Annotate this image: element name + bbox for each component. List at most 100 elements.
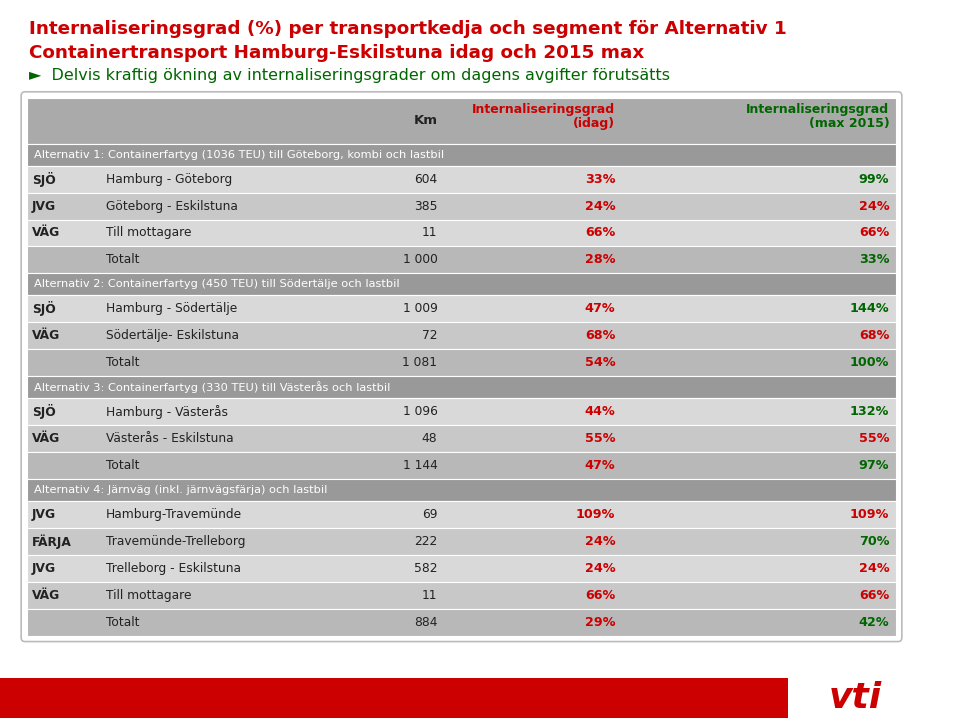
- Text: 44%: 44%: [585, 405, 615, 418]
- Text: 24%: 24%: [585, 535, 615, 548]
- Text: Södertälje- Eskilstuna: Södertälje- Eskilstuna: [106, 329, 239, 342]
- Text: 69: 69: [422, 508, 438, 521]
- Text: Hamburg-Travemünde: Hamburg-Travemünde: [106, 508, 242, 521]
- Bar: [27, 479, 896, 501]
- Bar: [27, 452, 896, 479]
- Text: Hamburg - Västerås: Hamburg - Västerås: [106, 405, 228, 418]
- Text: 1 009: 1 009: [402, 302, 438, 315]
- Bar: [27, 608, 896, 636]
- Text: 1 096: 1 096: [402, 405, 438, 418]
- Text: 55%: 55%: [585, 432, 615, 445]
- Text: JVG: JVG: [32, 508, 56, 521]
- Bar: [27, 425, 896, 452]
- Bar: [27, 376, 896, 398]
- Bar: [27, 398, 896, 425]
- Bar: [27, 166, 896, 192]
- Bar: [27, 246, 896, 274]
- Text: Totalt: Totalt: [106, 253, 139, 266]
- Text: vti: vti: [829, 681, 882, 716]
- Text: 33%: 33%: [859, 253, 889, 266]
- Text: 97%: 97%: [859, 459, 889, 472]
- Text: 47%: 47%: [585, 302, 615, 315]
- Text: 1 144: 1 144: [402, 459, 438, 472]
- Text: Totalt: Totalt: [106, 459, 139, 472]
- Text: Göteborg - Eskilstuna: Göteborg - Eskilstuna: [106, 199, 238, 212]
- Text: 582: 582: [414, 562, 438, 575]
- Text: (max 2015): (max 2015): [808, 117, 889, 130]
- Text: 72: 72: [422, 329, 438, 342]
- Text: Km: Km: [414, 114, 438, 127]
- Text: 1 000: 1 000: [402, 253, 438, 266]
- Text: Till mottagare: Till mottagare: [106, 227, 191, 240]
- Text: 28%: 28%: [585, 253, 615, 266]
- Text: 29%: 29%: [585, 616, 615, 629]
- Text: 1 081: 1 081: [402, 356, 438, 369]
- Text: SJÖ: SJÖ: [32, 301, 56, 316]
- Text: 54%: 54%: [585, 356, 615, 369]
- Text: 132%: 132%: [850, 405, 889, 418]
- Text: 66%: 66%: [859, 589, 889, 602]
- Text: Internaliseringsgrad: Internaliseringsgrad: [746, 103, 889, 116]
- Text: 66%: 66%: [859, 227, 889, 240]
- Text: 884: 884: [414, 616, 438, 629]
- Bar: [27, 582, 896, 608]
- Text: JVG: JVG: [32, 562, 56, 575]
- Text: 24%: 24%: [859, 199, 889, 212]
- Text: Containertransport Hamburg-Eskilstuna idag och 2015 max: Containertransport Hamburg-Eskilstuna id…: [29, 44, 644, 62]
- Text: 42%: 42%: [859, 616, 889, 629]
- Text: JVG: JVG: [32, 199, 56, 212]
- Text: Totalt: Totalt: [106, 356, 139, 369]
- Text: SJÖ: SJÖ: [32, 171, 56, 186]
- Text: Totalt: Totalt: [106, 616, 139, 629]
- Text: Trelleborg - Eskilstuna: Trelleborg - Eskilstuna: [106, 562, 241, 575]
- Text: 68%: 68%: [585, 329, 615, 342]
- Text: 48: 48: [421, 432, 438, 445]
- Text: 33%: 33%: [585, 173, 615, 186]
- Text: Hamburg - Södertälje: Hamburg - Södertälje: [106, 302, 237, 315]
- Bar: [27, 220, 896, 246]
- Text: VÄG: VÄG: [32, 432, 60, 445]
- Text: Alternativ 4: Järnväg (inkl. järnvägsfärja) och lastbil: Alternativ 4: Järnväg (inkl. järnvägsfär…: [34, 485, 327, 495]
- Text: 24%: 24%: [585, 562, 615, 575]
- Text: Till mottagare: Till mottagare: [106, 589, 191, 602]
- Text: 24%: 24%: [585, 199, 615, 212]
- Text: 11: 11: [422, 589, 438, 602]
- Bar: [27, 323, 896, 349]
- Bar: [27, 192, 896, 220]
- Text: ►  Delvis kraftig ökning av internaliseringsgrader om dagens avgifter förutsätts: ► Delvis kraftig ökning av internaliseri…: [29, 68, 670, 83]
- Text: 68%: 68%: [859, 329, 889, 342]
- Text: Västerås - Eskilstuna: Västerås - Eskilstuna: [106, 432, 233, 445]
- Text: VÄG: VÄG: [32, 227, 60, 240]
- Text: Alternativ 3: Containerfartyg (330 TEU) till Västerås och lastbil: Alternativ 3: Containerfartyg (330 TEU) …: [34, 381, 390, 393]
- Bar: [27, 501, 896, 528]
- Text: SJÖ: SJÖ: [32, 404, 56, 419]
- Text: (idag): (idag): [573, 117, 615, 130]
- Text: 109%: 109%: [850, 508, 889, 521]
- Text: FÄRJA: FÄRJA: [32, 534, 72, 549]
- Bar: [27, 349, 896, 376]
- Text: Hamburg - Göteborg: Hamburg - Göteborg: [106, 173, 232, 186]
- Text: 66%: 66%: [585, 589, 615, 602]
- Text: 24%: 24%: [859, 562, 889, 575]
- Bar: [27, 295, 896, 323]
- Text: 66%: 66%: [585, 227, 615, 240]
- Text: 70%: 70%: [859, 535, 889, 548]
- Text: VÄG: VÄG: [32, 589, 60, 602]
- Text: 222: 222: [414, 535, 438, 548]
- Text: VÄG: VÄG: [32, 329, 60, 342]
- Text: 144%: 144%: [850, 302, 889, 315]
- Text: 47%: 47%: [585, 459, 615, 472]
- Text: 55%: 55%: [859, 432, 889, 445]
- Bar: [27, 144, 896, 166]
- Text: Alternativ 2: Containerfartyg (450 TEU) till Södertälje och lastbil: Alternativ 2: Containerfartyg (450 TEU) …: [34, 279, 399, 289]
- Text: 100%: 100%: [850, 356, 889, 369]
- Bar: [27, 555, 896, 582]
- Bar: [27, 274, 896, 295]
- Text: Internaliseringsgrad: Internaliseringsgrad: [472, 103, 615, 116]
- Text: 99%: 99%: [859, 173, 889, 186]
- Bar: [27, 528, 896, 555]
- Text: 11: 11: [422, 227, 438, 240]
- Bar: [27, 98, 896, 144]
- Text: Alternativ 1: Containerfartyg (1036 TEU) till Göteborg, kombi och lastbil: Alternativ 1: Containerfartyg (1036 TEU)…: [34, 150, 444, 160]
- Text: 604: 604: [414, 173, 438, 186]
